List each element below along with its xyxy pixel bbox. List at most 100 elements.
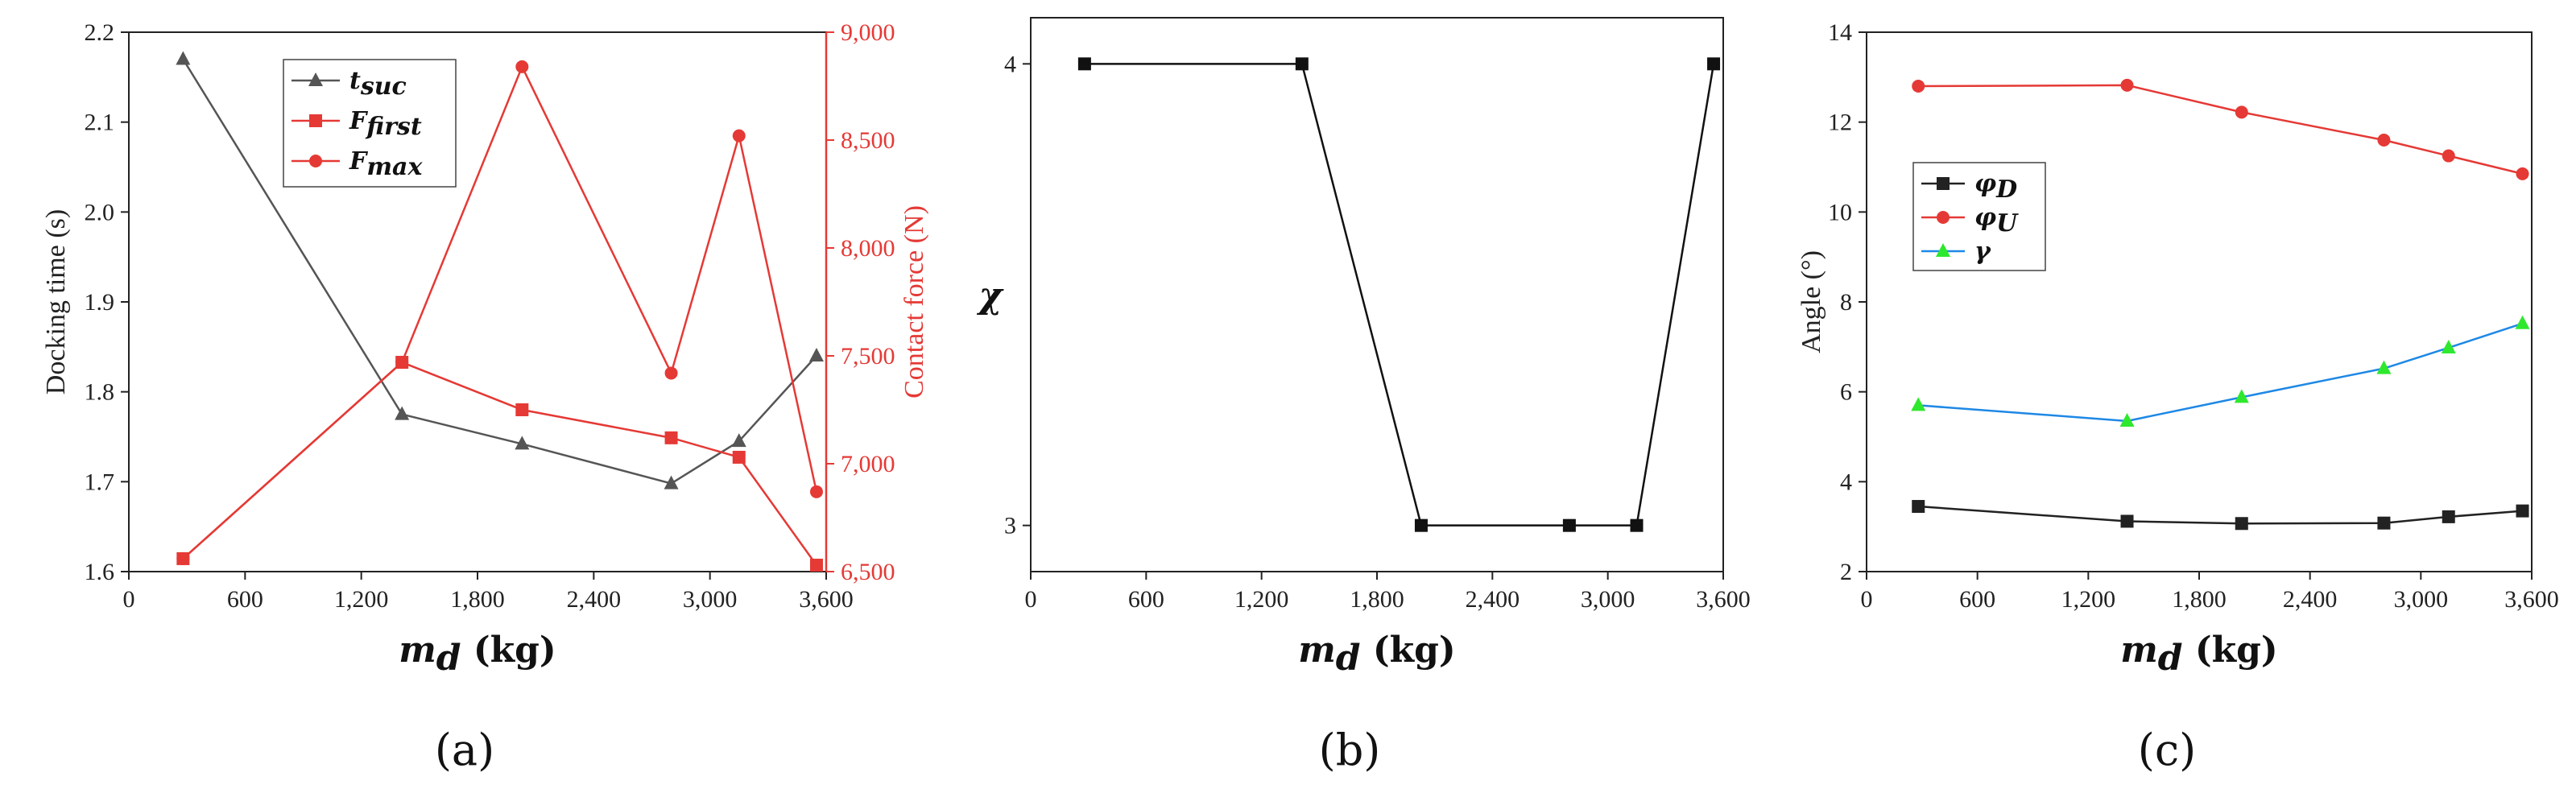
x-tick-label: 1,800 xyxy=(450,586,505,613)
data-point xyxy=(1912,80,1925,93)
series-line-1 xyxy=(1918,505,2523,525)
data-point xyxy=(1911,397,1926,411)
x-tick-label: 2,400 xyxy=(1466,586,1520,613)
legend-marker xyxy=(1937,177,1950,190)
legend-marker xyxy=(308,72,323,86)
x-tick-label: 3,600 xyxy=(799,586,854,613)
legend-label: Ffirst xyxy=(349,107,422,141)
data-point xyxy=(515,60,529,73)
y-tick-label: 2 xyxy=(1840,559,1852,585)
data-point xyxy=(664,431,678,444)
data-point xyxy=(2515,315,2530,329)
series-line-1 xyxy=(1084,63,1715,527)
data-point xyxy=(732,129,746,142)
data-point xyxy=(2516,504,2529,518)
series-line-3 xyxy=(182,64,818,560)
y-tick-label: 2.0 xyxy=(85,199,115,225)
plot-frame xyxy=(128,31,827,572)
chart-panel-1: 0 600 1,200 1,800 2,400 3,000 3,600 1.6 1.7 1.8 1.… xyxy=(41,19,929,775)
y-tick-label: 1.6 xyxy=(85,559,115,585)
y2-tick-label: 6,500 xyxy=(841,559,895,585)
y2-axis-title: Contact force (N) xyxy=(899,205,929,399)
x-tick-label: 2,400 xyxy=(2283,586,2338,613)
y-tick-label: 12 xyxy=(1828,109,1852,136)
series-line-1 xyxy=(182,58,817,485)
data-point xyxy=(731,433,746,448)
data-point xyxy=(176,551,190,565)
y-tick-label: 1.7 xyxy=(85,469,115,495)
panel-label: (c) xyxy=(2138,725,2196,775)
x-tick-label: 3,000 xyxy=(2394,586,2449,613)
x-tick-label: 1,800 xyxy=(2172,586,2227,613)
y2-tick-label: 7,000 xyxy=(841,451,895,477)
x-tick-label: 0 xyxy=(123,586,135,613)
panel-label: (b) xyxy=(1319,725,1381,775)
legend-label: γ xyxy=(1974,237,1991,266)
data-point xyxy=(2442,510,2455,523)
data-point xyxy=(664,366,678,380)
legend-label: φD xyxy=(1974,170,2017,204)
data-point xyxy=(395,356,409,370)
y-tick-label: 2.1 xyxy=(85,109,115,136)
legend-label: tsuc xyxy=(349,67,407,101)
y-tick-label: 2.2 xyxy=(85,19,115,46)
y-tick-label: 4 xyxy=(1840,469,1852,495)
data-point xyxy=(515,436,530,450)
series-line-3 xyxy=(1918,322,2523,423)
y-tick-label: 6 xyxy=(1840,379,1852,406)
data-point xyxy=(2377,516,2391,530)
legend-marker xyxy=(1937,211,1950,224)
series-line-2 xyxy=(182,361,817,566)
legend-marker xyxy=(309,155,322,167)
data-point xyxy=(395,406,410,420)
y2-tick-label: 9,000 xyxy=(841,19,895,46)
x-tick-label: 600 xyxy=(1128,586,1164,613)
x-axis-title: md (kg) xyxy=(2120,630,2278,679)
data-point xyxy=(664,475,679,489)
y-tick-label: 8 xyxy=(1840,289,1852,316)
series-line-2 xyxy=(1918,84,2523,176)
data-point xyxy=(2119,412,2135,427)
data-point xyxy=(809,485,823,498)
data-point xyxy=(2441,339,2456,353)
data-point xyxy=(2235,517,2248,531)
data-point xyxy=(1630,518,1644,532)
y-tick-label: 1.8 xyxy=(85,379,115,406)
x-tick-label: 3,000 xyxy=(1581,586,1635,613)
y-tick-label: 3 xyxy=(1004,513,1016,539)
data-point xyxy=(2234,389,2249,403)
y-tick-label: 14 xyxy=(1828,19,1852,46)
data-point xyxy=(1912,500,1925,514)
y-tick-label: 1.9 xyxy=(85,289,115,316)
x-tick-label: 3,600 xyxy=(2504,586,2559,613)
x-tick-label: 2,400 xyxy=(567,586,622,613)
data-point xyxy=(2376,360,2392,374)
y-axis-title: χ xyxy=(977,275,1005,316)
data-point xyxy=(515,403,529,416)
data-point xyxy=(1707,57,1721,71)
x-axis-title: md (kg) xyxy=(1298,630,1456,679)
y2-tick-label: 8,500 xyxy=(841,127,895,154)
panel-label: (a) xyxy=(435,725,494,775)
data-point xyxy=(2442,149,2455,163)
data-point xyxy=(2516,167,2529,180)
x-tick-label: 0 xyxy=(1025,586,1037,613)
data-point xyxy=(1562,518,1576,532)
x-tick-label: 1,200 xyxy=(334,586,389,613)
x-tick-label: 0 xyxy=(1861,586,1873,613)
data-point xyxy=(176,51,191,65)
legend-label: φU xyxy=(1974,204,2019,237)
x-axis-title: md (kg) xyxy=(399,630,556,679)
data-point xyxy=(2235,105,2248,119)
y-axis-title: Angle (°) xyxy=(1797,250,1826,353)
data-point xyxy=(1295,57,1309,71)
legend-marker xyxy=(309,114,322,127)
legend-label: Fmax xyxy=(349,147,423,181)
y2-tick-label: 8,000 xyxy=(841,235,895,262)
plot-frame xyxy=(1866,31,2533,572)
x-tick-label: 3,600 xyxy=(1696,586,1751,613)
data-point xyxy=(1077,57,1091,71)
y-axis-title: Docking time (s) xyxy=(41,209,71,394)
x-tick-label: 600 xyxy=(1959,586,1995,613)
